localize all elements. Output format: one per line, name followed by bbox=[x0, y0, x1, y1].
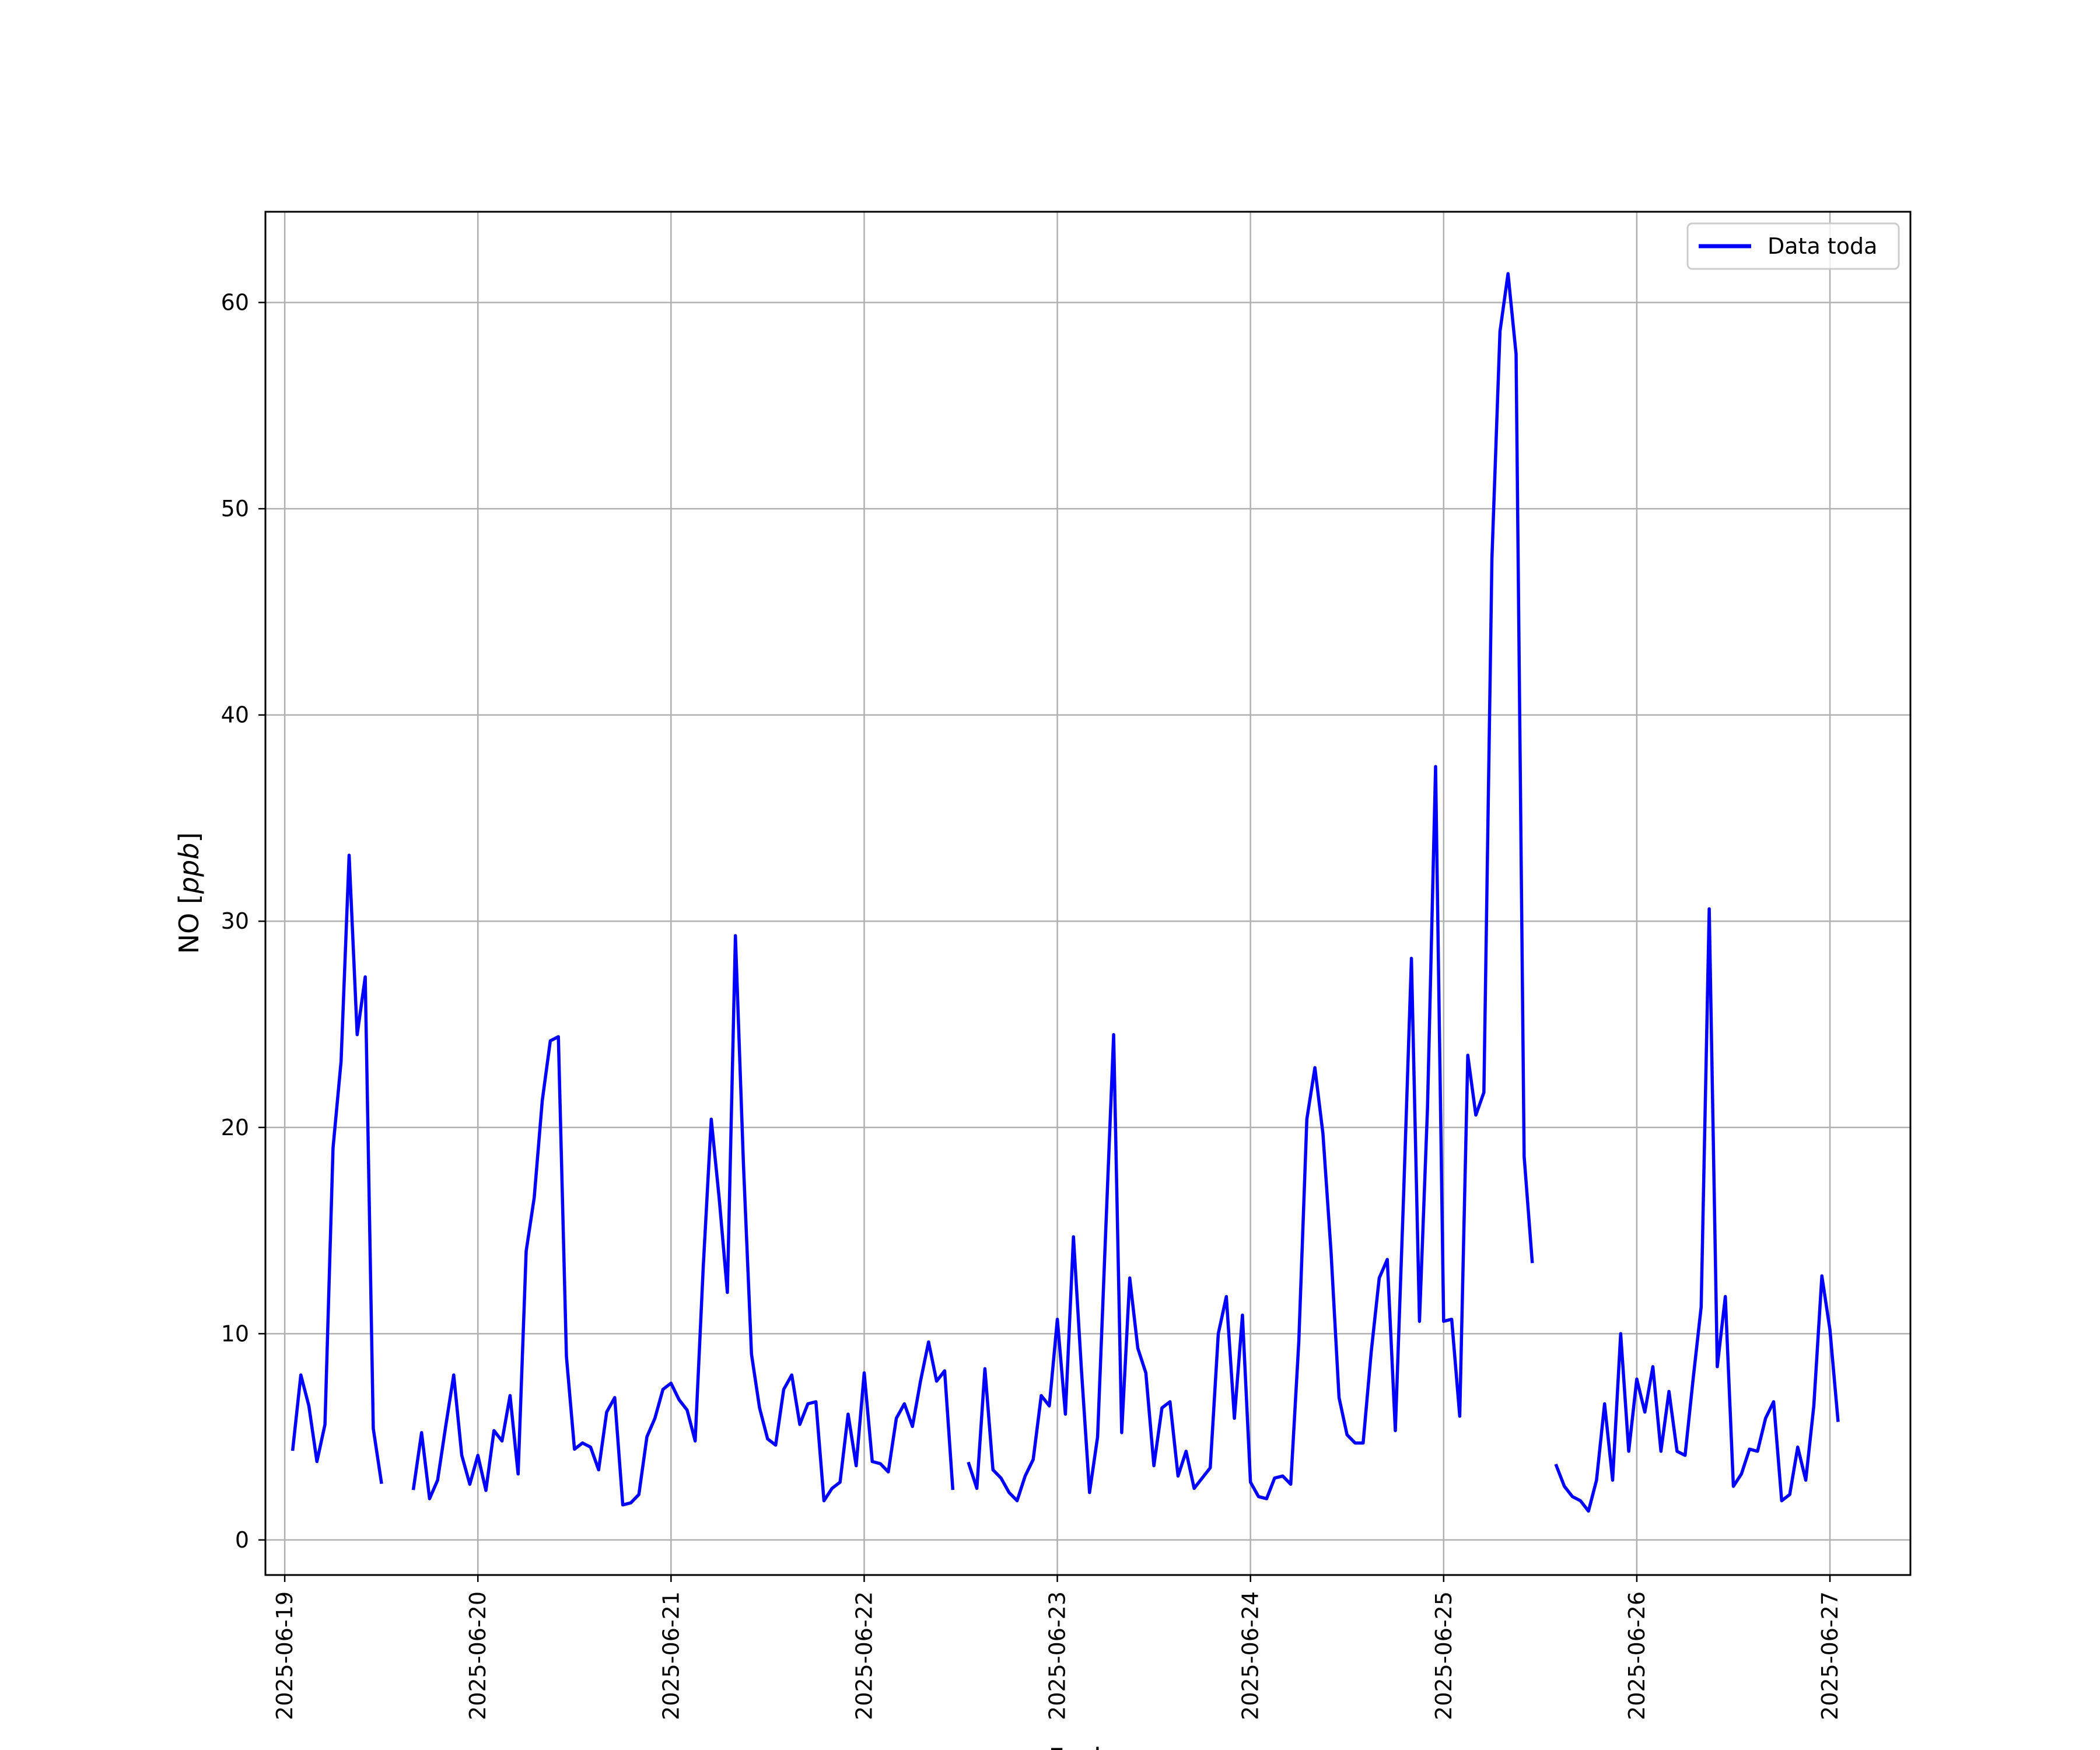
y-tick-label: 20 bbox=[221, 1115, 249, 1140]
y-axis-label-quantity: NO bbox=[173, 913, 205, 954]
data-line-layer bbox=[290, 272, 1840, 1513]
series-line-segment bbox=[1554, 907, 1840, 1513]
y-axis-label-close-bracket: ] bbox=[173, 832, 205, 843]
x-tick-label: 2025-06-24 bbox=[1238, 1591, 1264, 1720]
y-tick-label: 0 bbox=[235, 1527, 249, 1553]
x-tick-label: 2025-06-22 bbox=[851, 1591, 877, 1720]
y-tick-label: 30 bbox=[221, 908, 249, 934]
y-tick-label: 50 bbox=[221, 496, 249, 522]
y-axis-ticks: 0 10 20 30 40 50 60 bbox=[221, 290, 265, 1553]
x-tick-label: 2025-06-19 bbox=[272, 1591, 298, 1720]
x-tick-label: 2025-06-23 bbox=[1045, 1591, 1070, 1720]
x-tick-label: 2025-06-25 bbox=[1431, 1591, 1457, 1720]
y-axis-label-unit: ppb bbox=[173, 843, 205, 895]
y-tick-label: 40 bbox=[221, 702, 249, 728]
series-line-segment bbox=[967, 272, 1534, 1503]
x-tick-label: 2025-06-27 bbox=[1817, 1591, 1843, 1720]
legend-box bbox=[1686, 222, 1900, 270]
y-axis-label-open-bracket: [ bbox=[173, 894, 205, 904]
series-line-segment bbox=[411, 934, 955, 1507]
series-line-segment bbox=[290, 853, 383, 1485]
grid bbox=[265, 212, 1910, 1575]
x-tick-label: 2025-06-21 bbox=[658, 1591, 684, 1720]
legend: Data toda bbox=[1686, 222, 1900, 270]
x-tick-label: 2025-06-26 bbox=[1624, 1591, 1650, 1720]
y-tick-label: 60 bbox=[221, 290, 249, 316]
legend-label: Data toda bbox=[1768, 233, 1877, 259]
x-axis-ticks: 2025-06-19 2025-06-20 2025-06-21 2025-06-22… bbox=[272, 1575, 1843, 1720]
plot-frame bbox=[264, 211, 1912, 1576]
y-axis-label: NO [ppb] bbox=[173, 832, 205, 954]
y-tick-label: 10 bbox=[221, 1321, 249, 1346]
x-tick-label: 2025-06-20 bbox=[465, 1591, 491, 1720]
x-axis-label: Fecha bbox=[1049, 1742, 1128, 1750]
